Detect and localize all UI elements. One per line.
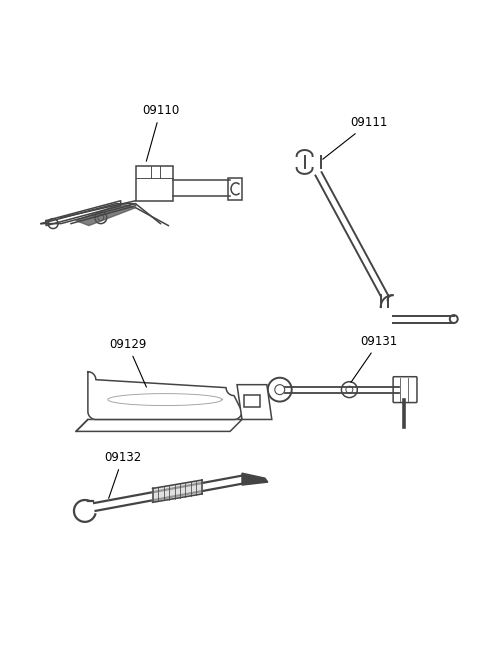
Polygon shape [76,419,242,432]
Circle shape [450,315,458,323]
Text: 09110: 09110 [142,104,179,161]
Circle shape [275,384,285,394]
Polygon shape [237,384,272,419]
FancyBboxPatch shape [244,394,260,407]
FancyBboxPatch shape [136,166,173,200]
Circle shape [268,378,292,402]
Circle shape [48,219,58,229]
Polygon shape [76,204,136,225]
Polygon shape [242,473,268,485]
Circle shape [341,382,357,398]
Polygon shape [153,480,202,502]
Text: 09132: 09132 [104,451,141,498]
FancyBboxPatch shape [393,377,417,403]
Text: 09131: 09131 [351,335,398,383]
Circle shape [98,215,104,221]
Circle shape [346,386,353,393]
Text: 09129: 09129 [109,338,146,387]
FancyBboxPatch shape [228,178,242,200]
Text: 09111: 09111 [323,116,388,159]
Circle shape [95,212,107,223]
Polygon shape [88,372,242,419]
